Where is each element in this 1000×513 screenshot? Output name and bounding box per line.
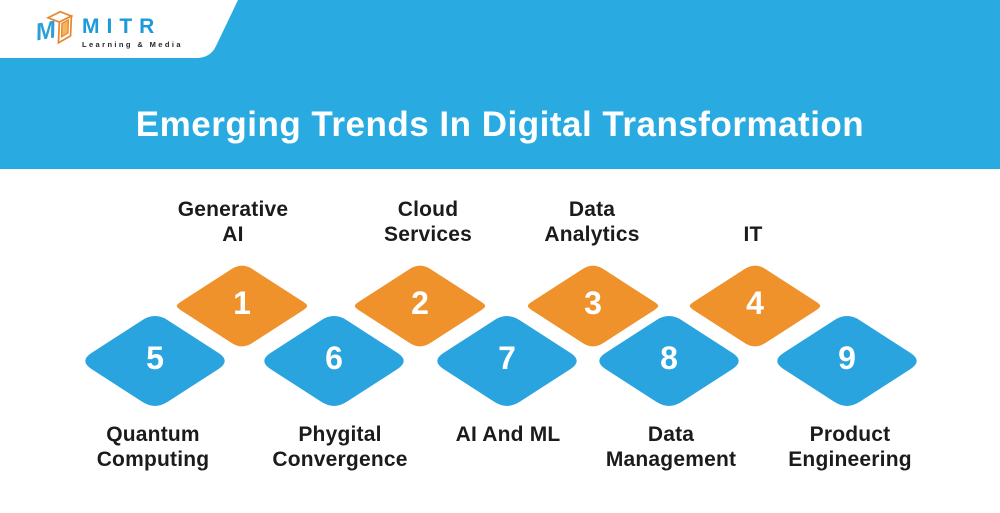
label-line: Data	[568, 198, 616, 221]
page-title: Emerging Trends In Digital Transformatio…	[135, 105, 865, 144]
label-cloud-services: Cloud Services	[318, 189, 538, 247]
label-line: Convergence	[272, 448, 408, 471]
label-line: IT	[743, 223, 763, 246]
trend-diamond-1: 1	[166, 256, 318, 356]
label-line: Computing	[96, 448, 210, 471]
label-line: AI	[222, 223, 244, 246]
trend-diamond-5: 5	[79, 312, 231, 410]
label-generative-ai: Generative AI	[123, 189, 343, 247]
trend-diamond-4: 4	[679, 256, 831, 356]
trend-diamond-7: 7	[431, 312, 583, 410]
trend-number: 1	[233, 284, 251, 321]
logo-plate: M MITR Learning & Media	[0, 0, 250, 60]
trend-number: 6	[325, 339, 343, 376]
brand-tagline: Learning & Media	[82, 39, 183, 49]
label-phygital-convergence: Phygital Convergence	[230, 422, 450, 472]
logo-cube-icon: M	[36, 10, 74, 46]
trend-number: 2	[411, 284, 429, 321]
brand-text: MITR Learning & Media	[82, 10, 183, 49]
trend-number: 8	[660, 339, 678, 376]
brand-name: MITR	[82, 14, 162, 38]
trend-diamond-2: 2	[344, 256, 496, 356]
label-line: Analytics	[544, 223, 640, 246]
label-data-analytics: Data Analytics	[482, 189, 702, 247]
trend-diamond-6: 6	[258, 312, 410, 410]
brand-logo: M MITR Learning & Media	[36, 7, 183, 51]
trend-diamond-8: 8	[593, 312, 745, 410]
trend-number: 5	[146, 339, 164, 376]
label-line: Data	[647, 423, 695, 446]
trend-number: 3	[584, 284, 602, 321]
label-line: Phygital	[298, 423, 382, 446]
label-product-engineering: Product Engineering	[740, 422, 960, 472]
svg-text:M: M	[36, 16, 59, 46]
trend-number: 4	[746, 284, 764, 321]
trend-number: 7	[498, 339, 516, 376]
label-line: Product	[809, 423, 891, 446]
label-ai-and-ml: AI And ML	[398, 422, 618, 447]
trend-number: 9	[838, 339, 856, 376]
label-line: AI And ML	[455, 423, 561, 446]
trend-diamond-9: 9	[771, 312, 923, 410]
label-it: IT	[643, 189, 863, 247]
label-line: Generative	[177, 198, 289, 221]
trend-diamond-3: 3	[517, 256, 669, 356]
label-line: Engineering	[788, 448, 912, 471]
label-line: Management	[605, 448, 737, 471]
label-line: Quantum	[106, 423, 200, 446]
label-data-management: Data Management	[561, 422, 781, 472]
label-line: Services	[383, 223, 472, 246]
header-band: Emerging Trends In Digital Transformatio…	[0, 0, 1000, 169]
label-quantum-computing: Quantum Computing	[43, 422, 263, 472]
label-line: Cloud	[397, 198, 459, 221]
